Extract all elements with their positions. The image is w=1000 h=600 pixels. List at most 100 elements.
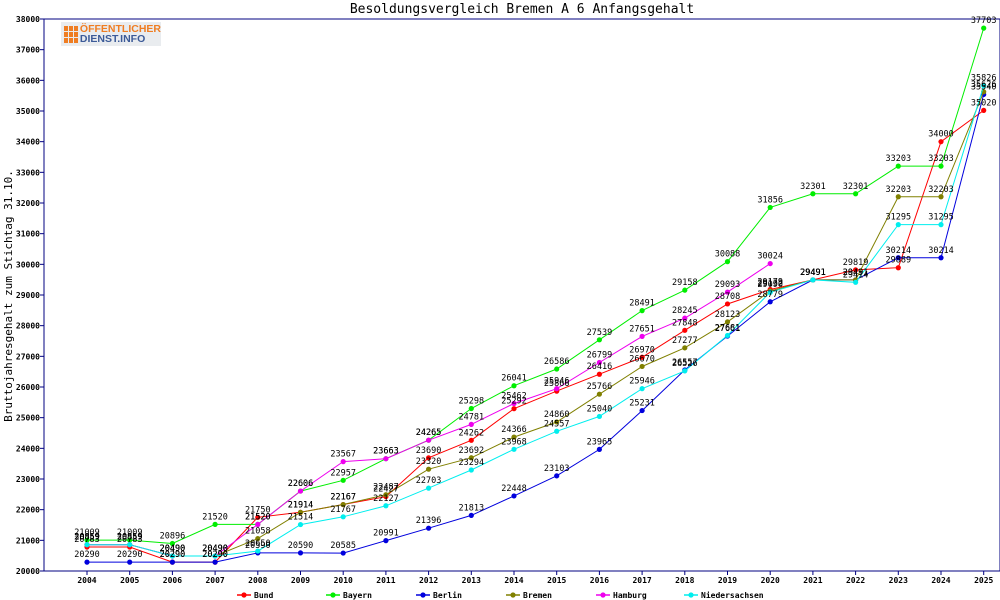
data-label-bremen: 21914 [288,500,314,510]
data-label-bremen: 32203 [928,185,954,195]
data-point-bremen [682,345,688,351]
x-tick-label: 2015 [547,576,566,585]
x-tick-label: 2004 [77,576,96,585]
data-point-bremen [255,535,261,542]
data-label-berlin: 20290 [202,550,228,560]
data-label-bund: 22427 [373,485,399,495]
logo-grid-icon [64,25,78,43]
x-tick-label: 2008 [248,576,267,585]
data-label-bremen: 29491 [843,268,869,278]
data-label-bund: 25866 [544,379,570,389]
y-tick-label: 33000 [16,168,40,177]
data-label-berlin: 29491 [800,268,826,278]
data-label-bayern: 33203 [886,154,912,164]
data-label-hamburg: 25946 [544,377,570,387]
y-tick-label: 35000 [16,107,40,116]
data-label-bayern: 30088 [715,250,741,260]
data-label-bund: 22167 [330,493,356,503]
data-label-bayern: 32301 [843,182,869,192]
data-point-niedersachsen [84,542,90,548]
data-point-berlin [895,255,901,261]
data-point-bund [853,267,859,273]
data-label-bund: 25292 [501,397,527,407]
data-label-bremen: 25766 [587,382,613,392]
data-point-niedersachsen [511,446,517,452]
data-label-berlin: 30214 [928,246,954,256]
data-point-bayern [639,308,645,314]
data-point-niedersachsen [554,428,560,434]
series-layer [84,25,987,565]
data-point-niedersachsen [426,485,432,491]
data-point-berlin [554,473,560,479]
data-point-bayern [596,337,603,343]
data-point-bayern [84,537,90,543]
x-tick-label: 2021 [803,576,822,585]
data-label-layer: 20783 20783 20290 20290 21750 21914 22167 22427… [74,16,996,560]
data-label-niedersachsen: 35826 [971,74,997,84]
y-tick-label: 28000 [16,322,40,331]
data-point-hamburg [426,437,432,443]
data-label-bremen: 26670 [629,354,655,364]
y-tick-label: 29000 [16,291,40,300]
x-tick-label: 2006 [163,576,182,585]
y-tick-label: 26000 [16,383,40,392]
data-label-berlin: 26557 [672,358,698,368]
data-point-hamburg [340,459,346,465]
data-label-bayern: 24265 [416,428,442,438]
data-point-bayern [810,191,816,197]
y-tick-label: 31000 [16,230,40,239]
data-point-berlin [297,550,304,556]
data-point-bund [596,371,603,377]
axis-layer: 20000 21000 22000 23000 24000 25000 26000 27000… [16,15,994,585]
data-point-bayern [853,191,859,197]
data-label-bremen: 29132 [757,279,783,289]
x-tick-label: 2018 [675,576,694,585]
y-tick-label: 22000 [16,506,40,515]
data-label-bayern: 32301 [800,182,826,192]
data-label-bremen: 29491 [800,268,826,278]
data-label-bund: 21750 [245,505,271,515]
data-label-niedersachsen: 25040 [587,404,613,414]
data-point-niedersachsen [767,289,773,295]
data-label-bayern: 22957 [330,468,356,478]
data-label-niedersachsen: 29414 [843,270,869,280]
data-label-berlin: 20290 [74,550,100,560]
logo-line-1: ÖFFENTLICHER [79,23,161,35]
data-label-bund: 35020 [971,98,997,108]
data-label-bund: 24262 [459,428,485,438]
data-point-hamburg [682,315,688,321]
data-label-hamburg: 22606 [288,479,314,489]
data-point-hamburg [767,260,773,267]
data-label-bund: 29491 [800,268,826,278]
data-label-bund: 29179 [757,278,783,288]
data-point-hamburg [511,400,517,407]
data-label-niedersachsen: 31295 [886,213,912,223]
data-point-hamburg [596,359,603,366]
data-point-niedersachsen [212,553,218,559]
data-label-niedersachsen: 23294 [459,458,485,468]
x-tick-label: 2022 [846,576,865,585]
data-label-bund: 20783 [117,535,143,545]
data-label-berlin: 27661 [715,324,741,334]
data-label-berlin: 20590 [245,541,271,551]
y-tick-label: 38000 [16,15,40,24]
data-point-berlin [127,559,133,565]
data-point-niedersachsen [383,503,389,509]
data-label-niedersachsen: 22703 [416,476,442,486]
data-label-hamburg: 29093 [715,280,741,290]
data-label-niedersachsen: 25946 [629,377,655,387]
data-point-bayern [511,383,517,389]
logo-text: ÖFFENTLICHER DIENST.INFO [79,23,161,45]
x-tick-label: 2023 [889,576,908,585]
data-point-bayern [981,25,987,31]
x-tick-label: 2017 [632,576,651,585]
x-tick-label: 2020 [761,576,780,585]
data-point-niedersachsen [724,332,731,339]
data-label-niedersachsen: 20490 [160,544,186,554]
y-tick-label: 34000 [16,138,40,147]
x-tick-label: 2011 [376,576,395,585]
data-point-hamburg [255,521,261,527]
data-point-bund [938,139,944,145]
data-label-hamburg: 20859 [74,533,100,543]
data-point-hamburg [639,333,645,339]
